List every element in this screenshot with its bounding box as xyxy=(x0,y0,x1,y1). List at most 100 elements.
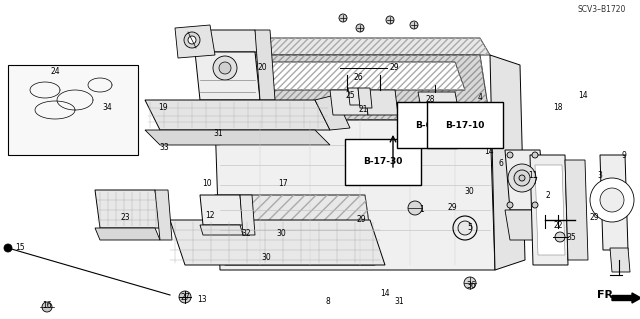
Circle shape xyxy=(87,117,93,123)
Polygon shape xyxy=(358,88,372,108)
Text: 4: 4 xyxy=(477,93,483,101)
Polygon shape xyxy=(95,190,160,228)
Text: 17: 17 xyxy=(278,179,288,188)
Circle shape xyxy=(339,14,347,22)
Circle shape xyxy=(188,36,196,44)
Text: 25: 25 xyxy=(345,92,355,100)
Text: 1: 1 xyxy=(420,205,424,214)
Polygon shape xyxy=(565,160,588,260)
Text: 14: 14 xyxy=(380,288,390,298)
Polygon shape xyxy=(145,100,330,130)
Circle shape xyxy=(507,202,513,208)
Circle shape xyxy=(507,152,513,158)
Text: 29: 29 xyxy=(389,63,399,72)
Text: 3: 3 xyxy=(598,170,602,180)
Polygon shape xyxy=(215,195,375,265)
Polygon shape xyxy=(215,55,490,120)
Polygon shape xyxy=(600,155,628,250)
Text: 30: 30 xyxy=(464,188,474,197)
Circle shape xyxy=(213,56,237,80)
Circle shape xyxy=(81,122,89,130)
Circle shape xyxy=(590,178,634,222)
Text: SCV3–B1720: SCV3–B1720 xyxy=(578,5,627,14)
Text: 19: 19 xyxy=(158,103,168,113)
Circle shape xyxy=(519,175,525,181)
FancyArrow shape xyxy=(612,293,640,303)
Circle shape xyxy=(179,291,191,303)
Polygon shape xyxy=(535,165,565,255)
Text: 23: 23 xyxy=(120,213,130,222)
Text: 10: 10 xyxy=(202,179,212,188)
Text: 7: 7 xyxy=(532,177,538,187)
Text: 36: 36 xyxy=(466,280,476,290)
Text: 12: 12 xyxy=(205,211,215,219)
Circle shape xyxy=(27,72,33,78)
Text: 22: 22 xyxy=(553,220,563,229)
Polygon shape xyxy=(145,130,330,145)
Text: 31: 31 xyxy=(213,129,223,137)
Polygon shape xyxy=(200,225,243,235)
Circle shape xyxy=(219,62,231,74)
Text: 21: 21 xyxy=(358,106,368,115)
Polygon shape xyxy=(255,30,275,100)
Text: 6: 6 xyxy=(499,159,504,167)
Circle shape xyxy=(508,164,536,192)
Circle shape xyxy=(464,277,476,289)
Polygon shape xyxy=(418,92,458,108)
Polygon shape xyxy=(200,195,243,225)
Text: 14: 14 xyxy=(484,147,494,157)
Polygon shape xyxy=(315,95,350,130)
Text: 5: 5 xyxy=(468,224,472,233)
Text: 2: 2 xyxy=(546,191,550,201)
Polygon shape xyxy=(240,195,255,235)
Text: 11: 11 xyxy=(528,170,538,180)
Text: B-60: B-60 xyxy=(415,121,438,130)
Polygon shape xyxy=(215,38,490,55)
Circle shape xyxy=(600,188,624,212)
Circle shape xyxy=(410,21,418,29)
Text: 15: 15 xyxy=(15,243,25,253)
Text: 24: 24 xyxy=(50,68,60,77)
Polygon shape xyxy=(505,210,545,240)
Text: 18: 18 xyxy=(553,102,563,112)
Text: 26: 26 xyxy=(353,73,363,83)
Text: 13: 13 xyxy=(197,295,207,305)
Circle shape xyxy=(32,112,38,118)
Circle shape xyxy=(184,32,200,48)
Circle shape xyxy=(408,201,422,215)
Text: 8: 8 xyxy=(326,298,330,307)
Text: 14: 14 xyxy=(578,91,588,100)
Text: 30: 30 xyxy=(261,253,271,262)
Polygon shape xyxy=(195,52,260,100)
Polygon shape xyxy=(530,155,568,265)
Polygon shape xyxy=(175,25,215,58)
Text: 9: 9 xyxy=(621,151,627,160)
Circle shape xyxy=(458,221,472,235)
Circle shape xyxy=(107,102,113,108)
Text: 28: 28 xyxy=(425,95,435,105)
Text: 20: 20 xyxy=(257,63,267,72)
Text: 16: 16 xyxy=(42,300,52,309)
Polygon shape xyxy=(365,90,398,115)
Text: 29: 29 xyxy=(589,213,599,222)
Circle shape xyxy=(42,302,52,312)
Circle shape xyxy=(514,170,530,186)
Polygon shape xyxy=(348,88,360,105)
Text: 29: 29 xyxy=(447,204,457,212)
Polygon shape xyxy=(330,90,368,115)
Text: 33: 33 xyxy=(159,144,169,152)
Polygon shape xyxy=(240,62,465,90)
Polygon shape xyxy=(490,55,525,270)
Text: 32: 32 xyxy=(241,228,251,238)
Text: 27: 27 xyxy=(180,293,190,301)
Text: 29: 29 xyxy=(356,216,366,225)
Polygon shape xyxy=(195,30,260,52)
Bar xyxy=(8,65,138,155)
Circle shape xyxy=(4,244,12,252)
Circle shape xyxy=(532,202,538,208)
Polygon shape xyxy=(155,190,172,240)
Polygon shape xyxy=(610,248,630,272)
Polygon shape xyxy=(505,150,545,210)
Circle shape xyxy=(532,152,538,158)
Text: B-17-30: B-17-30 xyxy=(364,158,403,167)
